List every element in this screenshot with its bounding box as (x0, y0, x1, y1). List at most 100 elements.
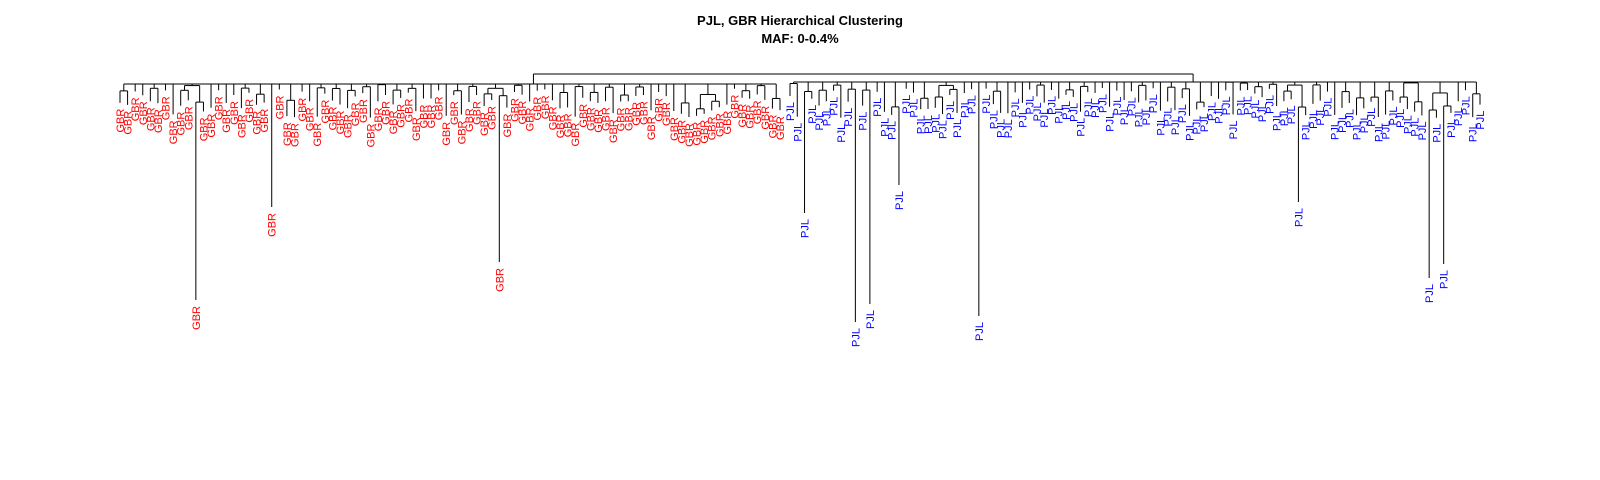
leaf-label-gbr: GBR (707, 116, 719, 140)
leaf-label-pjl: PJL (1177, 104, 1189, 123)
leaf-label-gbr: GBR (661, 102, 673, 126)
leaf-label-pjl: PJL (1388, 106, 1400, 125)
leaf-label-pjl: PJL (1381, 121, 1393, 140)
leaf-label-gbr: GBR (320, 100, 332, 124)
leaf-label-gbr: GBR (130, 97, 142, 121)
leaf-label-pjl: PJL (1039, 109, 1051, 128)
leaf-label-gbr: GBR (578, 104, 590, 128)
leaf-label-pjl: PJL (1366, 108, 1378, 127)
leaf-label-pjl: PJL (1446, 119, 1458, 138)
leaf-label-gbr: GBR (176, 112, 188, 136)
leaf-label-pjl: PJL (901, 95, 913, 114)
leaf-label-pjl: PJL (974, 322, 986, 341)
leaf-label-gbr: GBR (206, 114, 218, 138)
leaf-label-gbr: GBR (297, 98, 309, 122)
leaf-label-pjl: PJL (1221, 96, 1233, 115)
leaf-label-gbr: GBR (745, 105, 757, 129)
dendrogram-leaves: GBRGBRGBRGBRGBRGBRGBRGBRGBRGBRGBRGBRGBRG… (115, 94, 1487, 347)
leaf-label-pjl: PJL (1235, 96, 1247, 115)
leaf-label-pjl: PJL (1337, 114, 1349, 133)
leaf-label-pjl: PJL (1112, 97, 1124, 116)
leaf-label-gbr: GBR (138, 101, 150, 125)
leaf-label-gbr: GBR (403, 99, 415, 123)
leaf-label-gbr: GBR (638, 101, 650, 125)
leaf-label-pjl: PJL (945, 101, 957, 120)
leaf-label-pjl: PJL (1097, 94, 1109, 113)
leaf-label-gbr: GBR (509, 98, 521, 122)
leaf-label-gbr: GBR (494, 268, 506, 292)
leaf-label-gbr: GBR (555, 114, 567, 138)
leaf-label-pjl: PJL (1431, 124, 1443, 143)
leaf-label-pjl: PJL (1214, 105, 1226, 124)
leaf-label-gbr: GBR (411, 117, 423, 141)
leaf-label-pjl: PJL (988, 110, 1000, 129)
leaf-label-gbr: GBR (426, 104, 438, 128)
leaf-label-gbr: GBR (547, 106, 559, 130)
leaf-label-pjl: PJL (1090, 99, 1102, 118)
leaf-label-gbr: GBR (631, 102, 643, 126)
leaf-label-gbr: GBR (312, 123, 324, 147)
leaf-label-pjl: PJL (996, 119, 1008, 138)
leaf-label-gbr: GBR (729, 95, 741, 119)
leaf-label-pjl: PJL (1352, 121, 1364, 140)
leaf-label-pjl: PJL (1141, 106, 1153, 125)
leaf-label-pjl: PJL (1192, 116, 1204, 135)
leaf-label-gbr: GBR (737, 104, 749, 128)
leaf-label-pjl: PJL (1330, 121, 1342, 140)
leaf-label-pjl: PJL (1017, 109, 1029, 128)
leaf-label-pjl: PJL (1126, 97, 1138, 116)
leaf-label-gbr: GBR (464, 108, 476, 132)
leaf-label-gbr: GBR (161, 96, 173, 120)
leaf-label-pjl: PJL (1322, 98, 1334, 117)
leaf-label-pjl: PJL (1046, 96, 1058, 115)
leaf-label-gbr: GBR (434, 96, 446, 120)
leaf-label-pjl: PJL (1228, 120, 1240, 139)
chart-title: PJL, GBR Hierarchical Clustering (697, 13, 903, 28)
leaf-label-pjl: PJL (865, 310, 877, 329)
leaf-label-pjl: PJL (1359, 114, 1371, 133)
leaf-label-gbr: GBR (517, 101, 529, 125)
leaf-label-pjl: PJL (1163, 108, 1175, 127)
leaf-label-pjl: PJL (952, 119, 964, 138)
leaf-label-pjl: PJL (1119, 106, 1131, 125)
leaf-label-gbr: GBR (191, 306, 203, 330)
leaf-label-pjl: PJL (1003, 119, 1015, 138)
leaf-label-pjl: PJL (1417, 121, 1429, 140)
leaf-label-gbr: GBR (289, 123, 301, 147)
leaf-label-pjl: PJL (930, 114, 942, 133)
leaf-label-gbr: GBR (365, 124, 377, 148)
leaf-label-pjl: PJL (1250, 100, 1262, 119)
leaf-label-gbr: GBR (168, 120, 180, 144)
leaf-label-pjl: PJL (1243, 96, 1255, 115)
leaf-label-pjl: PJL (1061, 101, 1073, 120)
leaf-label-gbr: GBR (570, 123, 582, 147)
leaf-label-pjl: PJL (1468, 123, 1480, 142)
chart-subtitle: MAF: 0-0.4% (761, 31, 839, 46)
leaf-label-gbr: GBR (722, 111, 734, 135)
leaf-label-gbr: GBR (123, 111, 135, 135)
leaf-label-gbr: GBR (767, 115, 779, 139)
leaf-label-gbr: GBR (327, 107, 339, 131)
leaf-label-gbr: GBR (684, 123, 696, 147)
leaf-label-gbr: GBR (229, 101, 241, 125)
leaf-label-gbr: GBR (267, 213, 279, 237)
leaf-label-pjl: PJL (858, 112, 870, 131)
leaf-label-gbr: GBR (115, 109, 127, 133)
leaf-label-pjl: PJL (872, 98, 884, 117)
leaf-label-gbr: GBR (282, 122, 294, 146)
leaf-label-pjl: PJL (1460, 96, 1472, 115)
leaf-label-gbr: GBR (616, 107, 628, 131)
leaf-label-pjl: PJL (1170, 116, 1182, 135)
leaf-label-pjl: PJL (1068, 103, 1080, 122)
leaf-label-pjl: PJL (981, 95, 993, 114)
leaf-label-pjl: PJL (1032, 102, 1044, 121)
leaf-label-gbr: GBR (479, 112, 491, 136)
leaf-label-pjl: PJL (967, 95, 979, 114)
leaf-label-pjl: PJL (894, 191, 906, 210)
leaf-label-gbr: GBR (335, 110, 347, 134)
leaf-label-pjl: PJL (1206, 102, 1218, 121)
leaf-label-gbr: GBR (388, 110, 400, 134)
leaf-label-gbr: GBR (676, 120, 688, 144)
leaf-label-gbr: GBR (252, 111, 264, 135)
leaf-label-pjl: PJL (1286, 105, 1298, 124)
